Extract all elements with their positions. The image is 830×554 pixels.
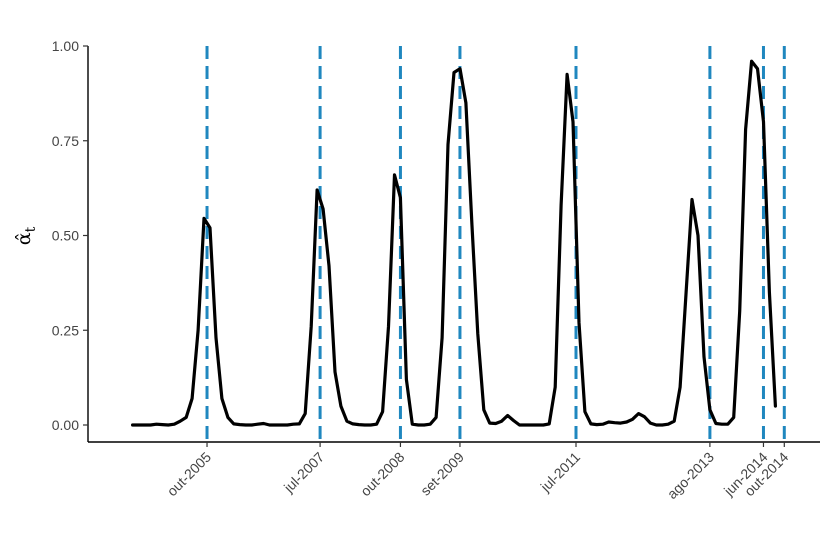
x-tick-label: ago-2013 — [664, 449, 717, 502]
x-tick-label: out-2008 — [357, 449, 408, 500]
series-line — [131, 59, 778, 427]
y-axis-title-symbol: α̂ — [13, 232, 35, 245]
x-tick-label: jul-2011 — [537, 449, 584, 496]
x-tick-label: out-2005 — [164, 449, 215, 500]
y-tick-label: 1.00 — [52, 38, 79, 54]
y-tick-label: 0.00 — [52, 417, 79, 433]
y-tick-label: 0.75 — [52, 133, 79, 149]
y-axis-title: α̂t — [13, 226, 39, 245]
x-tick-label: jul-2007 — [280, 449, 327, 496]
x-tick-label: set-2009 — [417, 449, 467, 499]
y-axis-title-subscript: t — [23, 226, 39, 232]
y-tick-label: 0.25 — [52, 322, 79, 338]
y-tick-label: 0.50 — [52, 228, 79, 244]
svg-text:α̂t: α̂t — [13, 226, 39, 245]
plot-area: 0.00 0.25 0.50 0.75 1.00 out-2005 jul-2007 out-… — [52, 38, 820, 502]
